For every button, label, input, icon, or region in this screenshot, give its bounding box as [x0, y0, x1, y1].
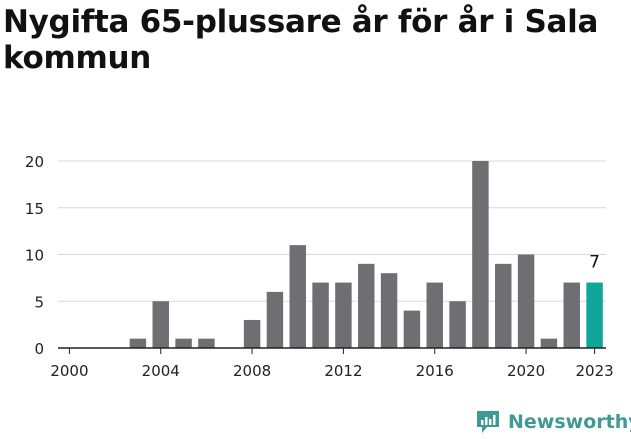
bar [289, 245, 306, 348]
bar [175, 338, 192, 348]
x-tick-label: 2000 [50, 362, 88, 380]
y-tick-label: 20 [25, 153, 44, 171]
x-tick-label: 2012 [324, 362, 362, 380]
x-tick-label: 2023 [575, 362, 613, 380]
bar [563, 282, 580, 348]
brand-name: Newsworthy [508, 411, 631, 433]
bar [540, 338, 558, 348]
bar [426, 282, 443, 348]
y-tick-label: 15 [25, 200, 44, 218]
newsworthy-chart-icon [477, 411, 499, 433]
bar [243, 319, 261, 348]
bar [129, 338, 147, 348]
y-tick-label: 10 [25, 247, 44, 265]
x-tick-label: 2020 [507, 362, 545, 380]
bar [586, 282, 603, 348]
bar [152, 301, 169, 348]
bar [472, 161, 489, 348]
newsworthy-logo: Newsworthy [475, 407, 631, 437]
x-tick-label: 2004 [142, 362, 180, 380]
bar [403, 310, 421, 348]
bars [129, 161, 603, 348]
bar [449, 301, 466, 348]
x-axis-ticks: 2000 2004 2008 2012 2016 2020 2023 [50, 348, 614, 380]
data-labels: 7 [589, 253, 600, 273]
bar [312, 282, 329, 348]
bar [517, 254, 535, 348]
bar [495, 263, 512, 348]
bar [198, 338, 215, 348]
gridlines [58, 160, 606, 302]
bar [358, 263, 375, 348]
y-tick-label: 0 [34, 340, 44, 358]
data-label: 7 [589, 253, 600, 273]
y-axis-ticks: 0 5 10 15 20 [25, 153, 44, 358]
y-tick-label: 5 [34, 293, 44, 311]
bar [380, 273, 398, 348]
bar [266, 291, 284, 348]
x-tick-label: 2008 [233, 362, 271, 380]
x-tick-label: 2016 [416, 362, 454, 380]
bar [335, 282, 352, 348]
chart-title: Nygifta 65-plussare år för år i Sala kom… [3, 4, 599, 76]
